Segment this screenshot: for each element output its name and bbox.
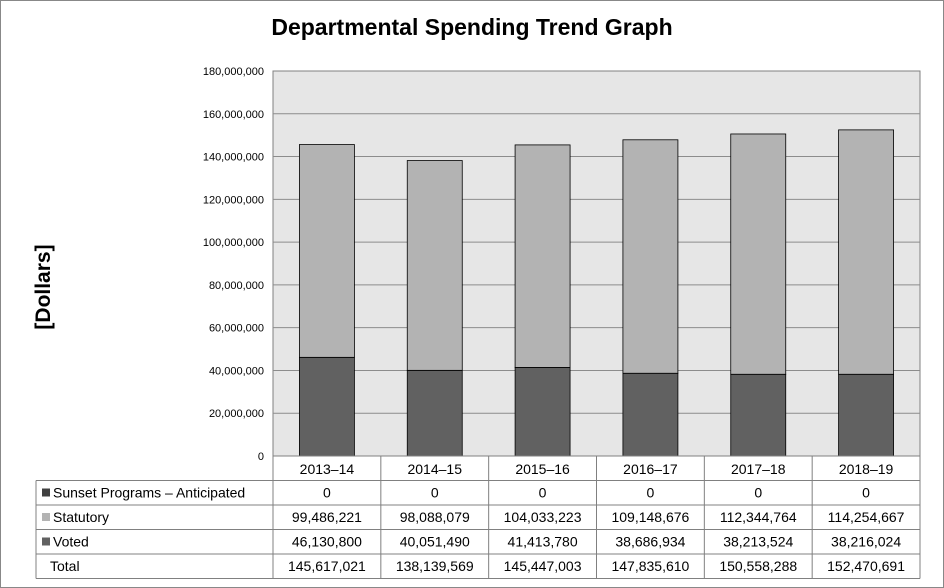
table-row-label: Statutory <box>53 509 109 525</box>
y-tick-labels: 0 20,000,000 40,000,000 60,000,000 80,000,00… <box>203 66 264 463</box>
data-label: 145,617,021 <box>288 558 366 574</box>
x-category-label: 2017–18 <box>731 461 786 477</box>
y-tick-label: 120,000,000 <box>203 194 264 206</box>
data-label: 109,148,676 <box>611 509 689 525</box>
x-category-label: 2015–16 <box>515 461 570 477</box>
bar-statutory <box>514 144 571 368</box>
data-label: 46,130,800 <box>292 534 362 550</box>
data-label: 41,413,780 <box>508 534 578 550</box>
bar-voted <box>838 373 894 457</box>
y-tick-label: 160,000,000 <box>203 109 264 121</box>
data-label: 104,033,223 <box>504 509 582 525</box>
y-tick-label: 80,000,000 <box>209 280 264 292</box>
bar-statutory <box>406 160 463 371</box>
y-tick-label: 180,000,000 <box>203 66 264 78</box>
bar-statutory <box>730 133 787 375</box>
bar-voted <box>730 373 787 457</box>
data-label: 138,139,569 <box>396 558 474 574</box>
bar-voted <box>622 372 679 457</box>
x-category-label: 2018–19 <box>839 461 894 477</box>
data-label: 0 <box>647 485 655 501</box>
bars <box>299 129 894 457</box>
x-category-label: 2014–15 <box>407 461 462 477</box>
chart-title: Departmental Spending Trend Graph <box>271 14 673 40</box>
data-label: 40,051,490 <box>400 534 470 550</box>
gridlines <box>273 113 920 414</box>
data-label: 38,686,934 <box>615 534 685 550</box>
data-label: 145,447,003 <box>504 558 582 574</box>
data-label: 38,216,024 <box>831 534 901 550</box>
data-label: 0 <box>431 485 439 501</box>
data-label: 98,088,079 <box>400 509 470 525</box>
data-label: 0 <box>862 485 870 501</box>
bar-statutory <box>622 139 679 374</box>
plot-area <box>272 70 921 457</box>
y-tick-label: 140,000,000 <box>203 152 264 164</box>
table-row-label: Voted <box>53 534 89 550</box>
data-label: 112,344,764 <box>720 509 797 525</box>
bar-statutory <box>299 144 355 358</box>
x-category-label: 2016–17 <box>623 461 678 477</box>
bar-voted <box>514 367 571 457</box>
data-label: 99,486,221 <box>292 509 362 525</box>
y-tick-label: 0 <box>258 451 264 463</box>
legend-key <box>42 513 50 521</box>
data-label: 147,835,610 <box>611 558 689 574</box>
data-table: 2013–14 2014–15 2015–16 2016–17 2017–18 2018–… <box>35 455 921 579</box>
bar-statutory <box>838 129 894 375</box>
y-tick-label: 60,000,000 <box>209 323 264 335</box>
data-label: 0 <box>754 485 762 501</box>
data-label: 150,558,288 <box>719 558 797 574</box>
data-label: 152,470,691 <box>827 558 905 574</box>
bar-voted <box>299 356 355 457</box>
y-tick-label: 20,000,000 <box>209 408 264 420</box>
data-label: 0 <box>539 485 547 501</box>
bar-voted <box>406 369 463 457</box>
y-tick-label: 40,000,000 <box>209 365 264 377</box>
table-row-label: Total <box>50 558 80 574</box>
legend-key <box>42 488 50 497</box>
legend-key <box>42 537 50 546</box>
y-tick-label: 100,000,000 <box>203 237 264 249</box>
x-category-label: 2013–14 <box>300 461 355 477</box>
table-row-label: Sunset Programs – Anticipated <box>53 485 245 501</box>
data-label: 114,254,667 <box>828 509 905 525</box>
data-label: 38,213,524 <box>723 534 793 550</box>
data-label: 0 <box>323 485 331 501</box>
